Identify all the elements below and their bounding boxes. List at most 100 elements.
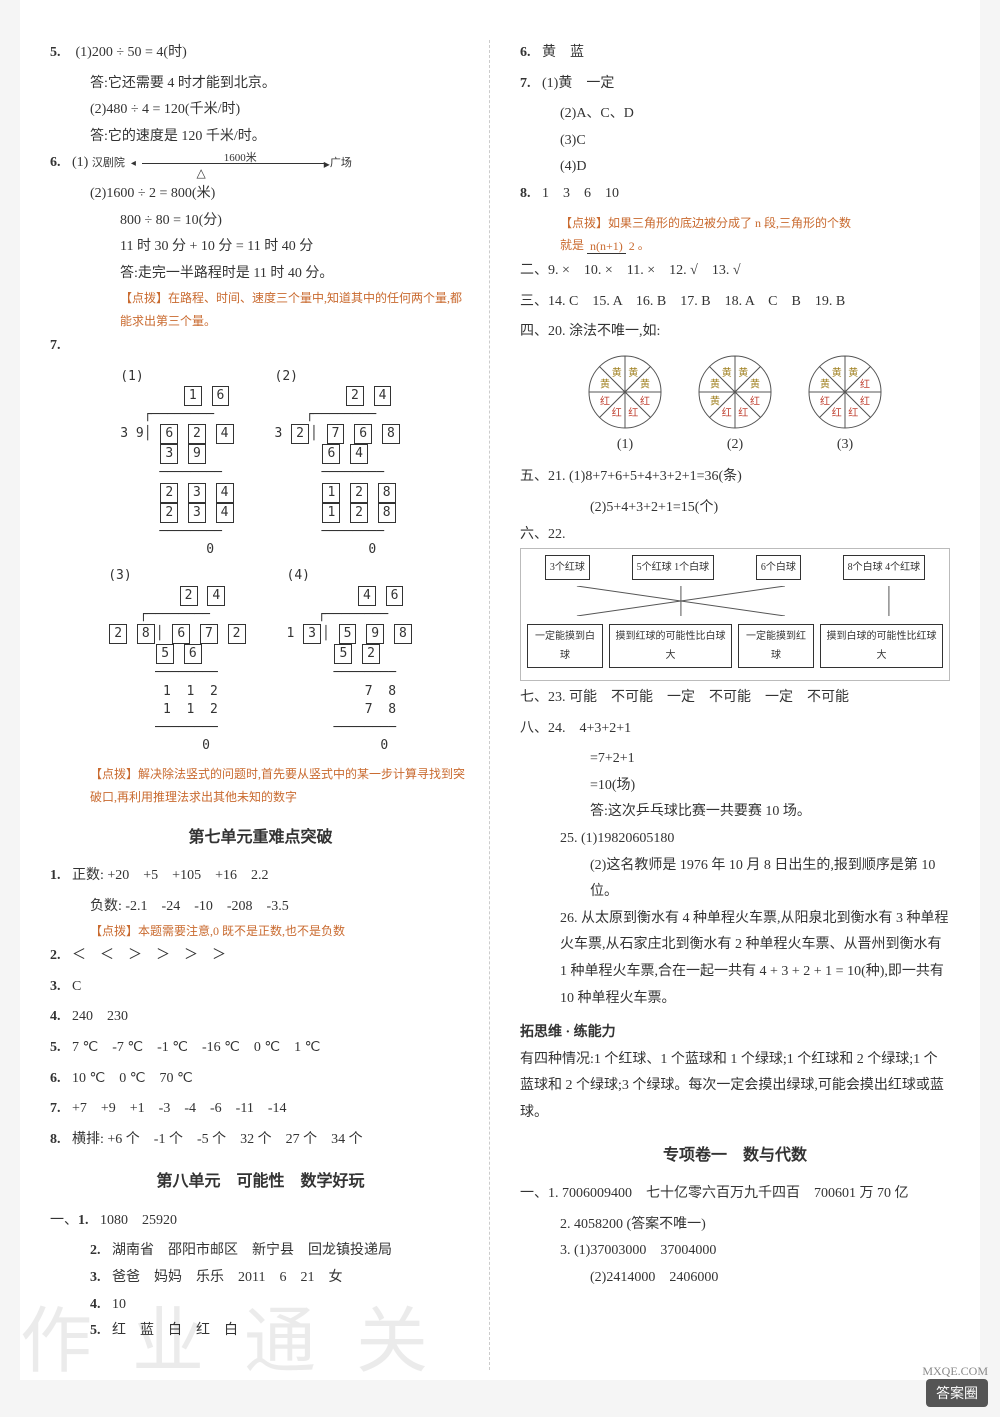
svg-text:红: 红 xyxy=(722,406,732,419)
q25a: 25. (1)19820605180 xyxy=(520,826,950,853)
svg-text:黄: 黄 xyxy=(640,378,650,391)
q6-5: 答:走完一半路程时是 11 时 40 分。 xyxy=(50,261,471,288)
text: ＜ ＜ ＞ ＞ ＞ ＞ xyxy=(72,948,226,963)
ext-title: 拓思维 · 练能力 xyxy=(520,1020,950,1047)
svg-text:黄: 黄 xyxy=(710,378,720,391)
sec4-title: 四、20. 涂法不唯一,如: xyxy=(520,319,950,346)
svg-text:红: 红 xyxy=(738,406,748,419)
pie-icon: 黄红红红红红黄黄 xyxy=(805,352,885,432)
r-q7b: (2)A、C、D xyxy=(520,101,950,128)
long-div-1: (1) 1 6 ┌──────── 3 9│ 6 2 4 3 9 ───────… xyxy=(120,368,234,560)
u7-q2: 2.＜ ＜ ＞ ＞ ＞ ＞ xyxy=(50,943,471,970)
section-8-title: 第八单元 可能性 数学好玩 xyxy=(50,1167,471,1197)
text: 7 ℃ -7 ℃ -1 ℃ -16 ℃ 0 ℃ 1 ℃ xyxy=(72,1040,320,1055)
q6-4: 11 时 30 分 + 10 分 = 11 时 40 分 xyxy=(50,234,471,261)
ext-body: 有四种情况:1 个红球、1 个蓝球和 1 个绿球;1 个红球和 2 个绿球;1 … xyxy=(520,1047,950,1127)
long-div-3: (3) 2 4 ┌──────── 2 8│ 6 7 2 5 6 ───────… xyxy=(108,567,246,755)
sub-label: (1) xyxy=(120,369,143,384)
label: 六、22. xyxy=(520,527,566,542)
sec2: 二、9. × 10. × 11. × 12. √ 13. √ xyxy=(520,258,950,285)
sec8-24b: =7+2+1 xyxy=(520,746,950,773)
sec5b: (2)5+4+3+2+1=15(个) xyxy=(520,495,950,522)
q6-note: 【点拨】在路程、时间、速度三个量中,知道其中的任何两个量,都能求出第三个量。 xyxy=(50,287,471,333)
svg-text:黄: 黄 xyxy=(710,394,720,407)
u8-q2: 2.湖南省 邵阳市邮区 新宁县 回龙镇投递局 xyxy=(50,1238,471,1265)
sp2: 2. 4058200 (答案不唯一) xyxy=(520,1212,950,1239)
r-q7d: (4)D xyxy=(520,154,950,181)
sub-label: (3) xyxy=(108,568,131,583)
svg-text:红: 红 xyxy=(640,394,650,407)
svg-text:黄: 黄 xyxy=(832,366,842,379)
pie-row: 黄黄红红红红黄黄 (1) 黄黄红红红黄黄黄 (2) 黄红红红红红黄黄 (3) xyxy=(520,352,950,459)
r-q8: 8.1 3 6 10 xyxy=(520,181,950,208)
q-number: 7. xyxy=(50,333,72,360)
box: 8个白球 4个红球 xyxy=(843,555,926,580)
box: 摸到红球的可能性比白球大 xyxy=(609,624,732,668)
text: 湖南省 邵阳市邮区 新宁县 回龙镇投递局 xyxy=(112,1243,392,1258)
box: 一定能摸到红球 xyxy=(738,624,814,668)
pie-3: 黄红红红红红黄黄 (3) xyxy=(805,352,885,459)
text: 10 ℃ 0 ℃ 70 ℃ xyxy=(72,1071,193,1086)
sec8-24c: =10(场) xyxy=(520,773,950,800)
note-text: 【点拨】如果三角形的底边被分成了 n 段,三角形的个数 xyxy=(560,216,851,230)
right-column: 6.黄 蓝 7.(1)黄 一定 (2)A、C、D (3)C (4)D 8.1 3… xyxy=(510,40,950,1370)
u7-q1b: 负数: -2.1 -24 -10 -208 -3.5 xyxy=(50,894,471,921)
svg-text:黄: 黄 xyxy=(628,366,638,379)
label-left: 汉剧院 xyxy=(92,153,125,174)
box: 一定能摸到白球 xyxy=(527,624,603,668)
svg-text:黄: 黄 xyxy=(820,378,830,391)
svg-text:红: 红 xyxy=(600,394,610,407)
box: 摸到白球的可能性比红球大 xyxy=(820,624,943,668)
box: 5个红球 1个白球 xyxy=(632,555,715,580)
u7-q1-note: 【点拨】本题需要注意,0 既不是正数,也不是负数 xyxy=(50,920,471,943)
r-q7: 7.(1)黄 一定 xyxy=(520,71,950,98)
pie-label: (2) xyxy=(695,432,775,459)
r-q8-note: 【点拨】如果三角形的底边被分成了 n 段,三角形的个数 就是 n(n+1) 2 … xyxy=(520,212,950,258)
q5-2: (2)480 ÷ 4 = 120(千米/时) xyxy=(50,97,471,124)
u7-q5: 5.7 ℃ -7 ℃ -1 ℃ -16 ℃ 0 ℃ 1 ℃ xyxy=(50,1035,471,1062)
label-right: 广场 xyxy=(330,153,352,174)
pie-label: (1) xyxy=(585,432,665,459)
text: C xyxy=(72,979,81,994)
q6: 6.(1) 汉剧院 ◂ 1600米 △ 广场 xyxy=(50,150,471,177)
q5-1-ans: 答:它还需要 4 时才能到北京。 xyxy=(50,71,471,98)
sp1: 一、1. 7006009400 七十亿零六百万九千四百 700601 万 70 … xyxy=(520,1181,950,1208)
frac-top: n(n+1) xyxy=(587,239,626,254)
sec7: 七、23. 可能 不可能 一定 不可能 一定 不可能 xyxy=(520,685,950,712)
u7-q6: 6.10 ℃ 0 ℃ 70 ℃ xyxy=(50,1066,471,1093)
long-division-row-2: (3) 2 4 ┌──────── 2 8│ 6 7 2 5 6 ───────… xyxy=(50,567,471,755)
svg-text:黄: 黄 xyxy=(750,378,760,391)
r-q7c: (3)C xyxy=(520,128,950,155)
watermark: 作业通关 xyxy=(20,1282,468,1387)
svg-text:红: 红 xyxy=(860,394,870,407)
number-line: 1600米 △ xyxy=(142,163,324,164)
q7: 7. xyxy=(50,333,471,360)
u7-q4: 4.240 230 xyxy=(50,1004,471,1031)
sec6: 六、22. 3个红球 5个红球 1个白球 6个白球 8个白球 4个红球 一定能摸… xyxy=(520,522,950,681)
pie-1: 黄黄红红红红黄黄 (1) xyxy=(585,352,665,459)
q25b: (2)这名教师是 1976 年 10 月 8 日出生的,报到顺序是第 10 位。 xyxy=(520,853,950,906)
sp3a: 3. (1)37003000 37004000 xyxy=(520,1238,950,1265)
top-row: 3个红球 5个红球 1个白球 6个白球 8个白球 4个红球 xyxy=(527,555,943,580)
q6-3: 800 ÷ 80 = 10(分) xyxy=(50,208,471,235)
text: 1080 25920 xyxy=(100,1213,177,1228)
svg-text:红: 红 xyxy=(820,394,830,407)
text: 黄 蓝 xyxy=(542,45,584,60)
u7-q8: 8.横排: +6 个 -1 个 -5 个 32 个 27 个 34 个 xyxy=(50,1127,471,1154)
svg-text:黄: 黄 xyxy=(722,366,732,379)
q6-2: (2)1600 ÷ 2 = 800(米) xyxy=(50,181,471,208)
sub-label: (2) xyxy=(275,369,298,384)
corner-sub: MXQE.COM xyxy=(922,1364,988,1379)
sec5a: 五、21. (1)8+7+6+5+4+3+2+1=36(条) xyxy=(520,464,950,491)
corner-badge: 答案圈 xyxy=(926,1379,988,1407)
sec3: 三、14. C 15. A 16. B 17. B 18. A C B 19. … xyxy=(520,289,950,316)
q5-1: (1)200 ÷ 50 = 4(时) xyxy=(76,45,187,60)
svg-text:红: 红 xyxy=(612,406,622,419)
special-title: 专项卷一 数与代数 xyxy=(520,1141,950,1171)
pie-icon: 黄黄红红红黄黄黄 xyxy=(695,352,775,432)
note-text: 就是 xyxy=(560,238,584,252)
u8-q1: 一、1.1080 25920 xyxy=(50,1208,471,1235)
svg-text:红: 红 xyxy=(832,406,842,419)
note-text: 。 xyxy=(638,238,650,252)
pie-2: 黄黄红红红黄黄黄 (2) xyxy=(695,352,775,459)
